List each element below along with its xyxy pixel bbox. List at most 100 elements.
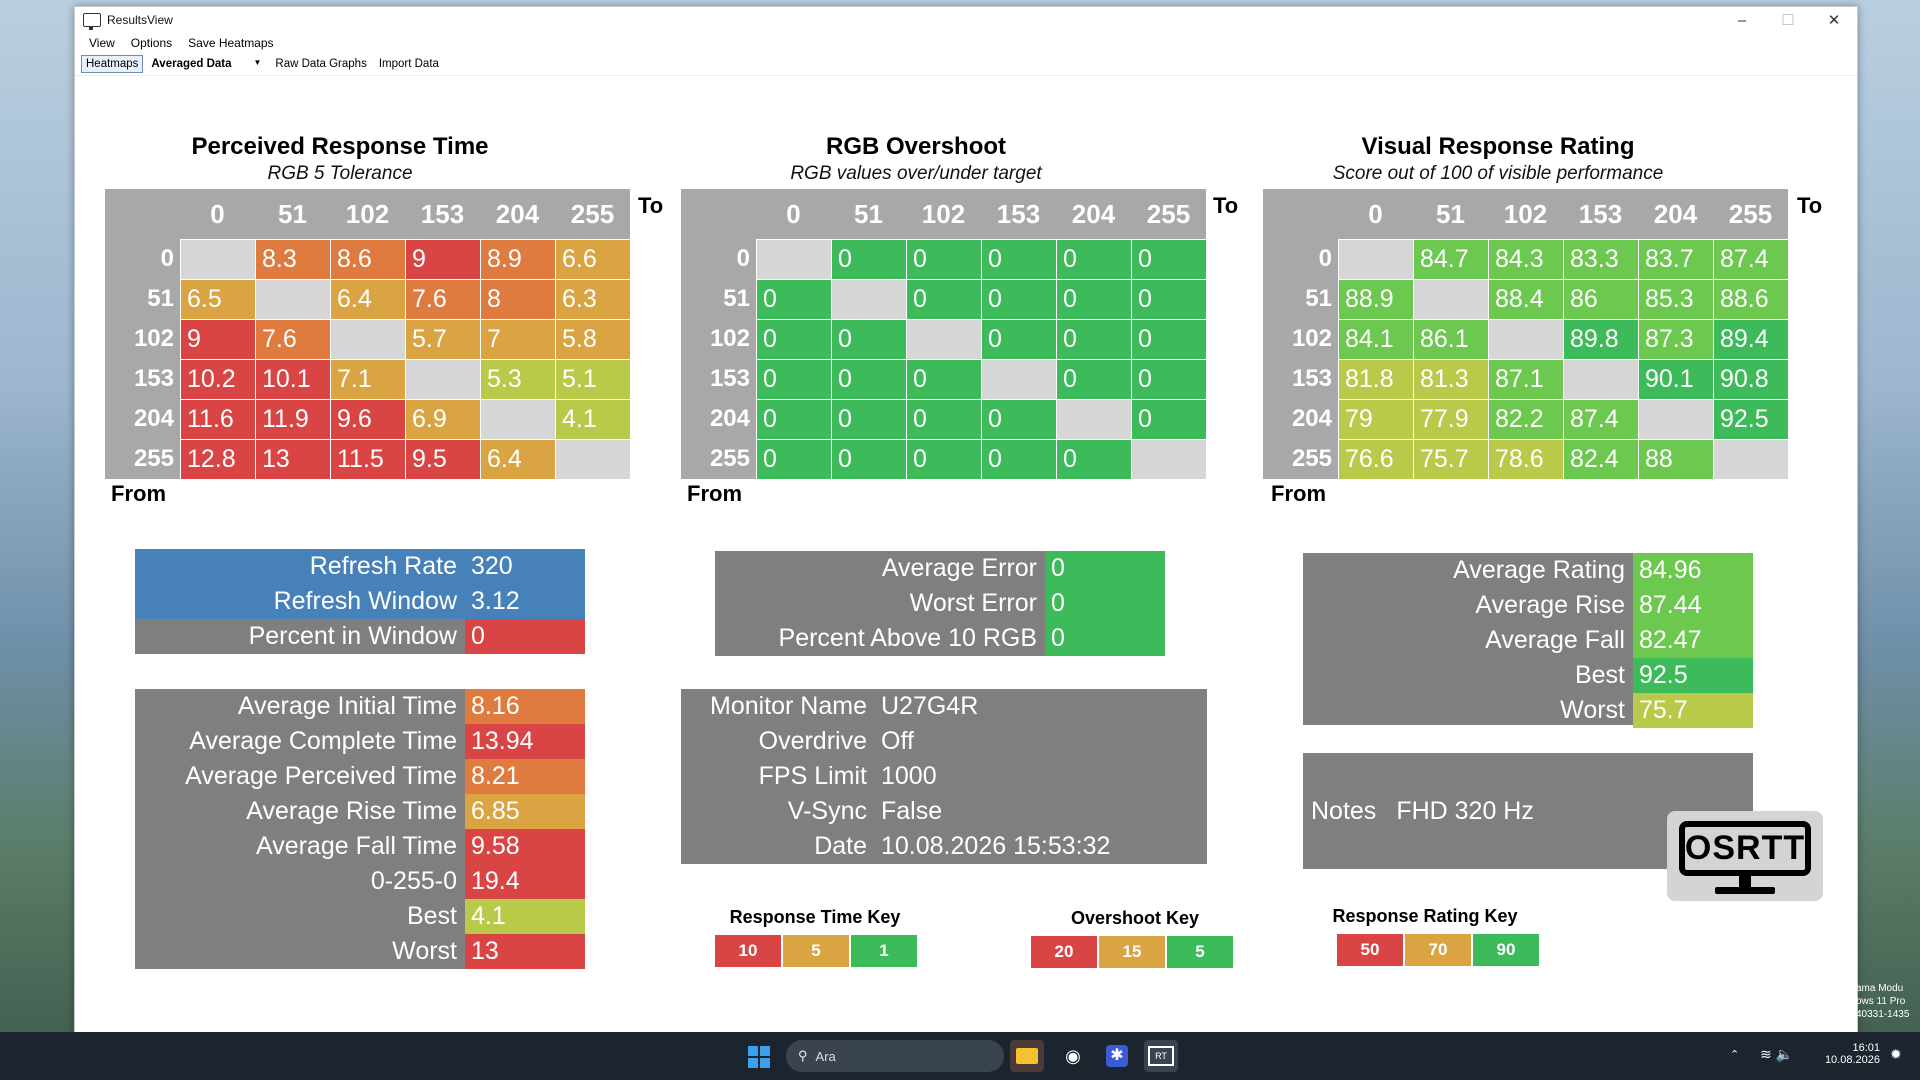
import-data-button[interactable]: Import Data bbox=[378, 58, 439, 70]
heatmap-cell bbox=[1131, 439, 1206, 479]
file-explorer-icon[interactable] bbox=[1010, 1040, 1044, 1072]
close-button[interactable]: ✕ bbox=[1827, 12, 1841, 29]
menu-view[interactable]: View bbox=[89, 36, 115, 50]
heatmap-cell: 0 bbox=[906, 399, 981, 439]
heatmap-cell: 87.4 bbox=[1713, 239, 1788, 279]
raw-data-graphs-button[interactable]: Raw Data Graphs bbox=[275, 58, 367, 70]
minimize-button[interactable]: – bbox=[1737, 11, 1747, 29]
heatmap-cell bbox=[180, 239, 255, 279]
tray-chevron-icon[interactable]: ⌃ bbox=[1730, 1049, 1740, 1061]
heatmaps-button[interactable]: Heatmaps bbox=[81, 55, 144, 73]
stat-row: FPS Limit 1000 bbox=[681, 759, 1207, 794]
heatmap-cell: 82.4 bbox=[1563, 439, 1638, 479]
heatmap-cell: 6.9 bbox=[405, 399, 480, 439]
key-swatch: 1 bbox=[851, 935, 919, 967]
heatmap-cell bbox=[255, 279, 330, 319]
heatmap-cell: 7.1 bbox=[330, 359, 405, 399]
stat-label: Average Perceived Time bbox=[185, 762, 457, 790]
stat-value: 10.08.2026 15:53:32 bbox=[881, 832, 1111, 860]
heatmap-cell: 81.8 bbox=[1338, 359, 1413, 399]
stat-value: 92.5 bbox=[1633, 658, 1753, 693]
tray-clock[interactable]: 16:01 10.08.2026 bbox=[1824, 1042, 1880, 1066]
heatmap-cell: 0 bbox=[756, 439, 831, 479]
stat-value: Off bbox=[881, 727, 914, 755]
menu-options[interactable]: Options bbox=[130, 36, 173, 50]
key-swatch: 90 bbox=[1473, 934, 1541, 966]
stat-row: Average Rise Time 6.85 bbox=[135, 794, 585, 829]
taskbar-search[interactable]: ⚲ Ara bbox=[786, 1040, 1004, 1072]
prt-to-label: To bbox=[638, 193, 664, 218]
col-header: 102 bbox=[921, 198, 966, 229]
row-header: 102 bbox=[1291, 325, 1332, 352]
heatmap-cell: 0 bbox=[831, 439, 906, 479]
heatmap-cell: 9 bbox=[180, 319, 255, 359]
heatmap-cell: 87.1 bbox=[1488, 359, 1563, 399]
heatmap-cell: 88.6 bbox=[1713, 279, 1788, 319]
heatmap-cell bbox=[1488, 319, 1563, 359]
notes-label: Notes bbox=[1311, 796, 1377, 825]
vrr-from-label: From bbox=[1271, 481, 1326, 506]
heatmap-cell: 83.3 bbox=[1563, 239, 1638, 279]
stat-row: Overdrive Off bbox=[681, 724, 1207, 759]
row-header: 0 bbox=[1318, 245, 1332, 272]
heatmap-cell: 0 bbox=[756, 279, 831, 319]
stat-row: Date 10.08.2026 15:53:32 bbox=[681, 829, 1207, 864]
heatmap-cell: 87.3 bbox=[1638, 319, 1713, 359]
key-swatch: 5 bbox=[783, 935, 851, 967]
app-icon bbox=[83, 13, 101, 30]
data-mode-dropdown[interactable]: Averaged Data ▼ bbox=[147, 56, 265, 72]
time-stats-box: Average Initial Time 8.16 Average Complete… bbox=[135, 689, 585, 969]
stat-value: 19.4 bbox=[465, 864, 585, 899]
col-header: 204 bbox=[1653, 198, 1698, 229]
stat-row: Worst 75.7 bbox=[1303, 693, 1753, 728]
heatmap-cell: 8.6 bbox=[330, 239, 405, 279]
taskbar: ⚲ Ara ◉ ✱ RT ⌃ ≋ 🔈 16:01 10.08.2026 ✹ bbox=[0, 1032, 1920, 1080]
heatmap-cell: 81.3 bbox=[1413, 359, 1488, 399]
row-header: 255 bbox=[709, 445, 750, 472]
heatmap-cell: 8.9 bbox=[480, 239, 555, 279]
ovs-title: RGB Overshoot bbox=[825, 133, 1007, 160]
toolbar: Heatmaps Averaged Data ▼ Raw Data Graphs … bbox=[75, 53, 1857, 76]
heatmap-cell: 0 bbox=[1131, 239, 1206, 279]
osrtt-logo: OSRTT bbox=[1667, 811, 1823, 901]
heatmap-cell: 6.3 bbox=[555, 279, 630, 319]
osrtt-taskbar-icon[interactable]: RT bbox=[1144, 1040, 1178, 1072]
stat-value: 8.16 bbox=[465, 689, 585, 724]
col-header: 0 bbox=[1368, 198, 1383, 229]
stat-label: Worst bbox=[1560, 696, 1625, 724]
heatmap-cell: 77.9 bbox=[1413, 399, 1488, 439]
heatmap-cell: 0 bbox=[1056, 359, 1131, 399]
notification-icon[interactable]: ✹ bbox=[1890, 1046, 1902, 1062]
col-header: 255 bbox=[1728, 198, 1773, 229]
vrr-subtitle: Score out of 100 of visible performance bbox=[1332, 163, 1664, 184]
stat-label: Percent Above 10 RGB bbox=[778, 624, 1037, 652]
stat-label: Monitor Name bbox=[710, 692, 867, 720]
overshoot-key-title: Overshoot Key bbox=[1070, 908, 1200, 928]
wifi-icon[interactable]: ≋ 🔈 bbox=[1760, 1046, 1794, 1062]
stat-label: Average Rise bbox=[1475, 591, 1625, 619]
heatmap-cell: 0 bbox=[981, 399, 1056, 439]
heatmap-cell: 0 bbox=[906, 439, 981, 479]
menu-save-heatmaps[interactable]: Save Heatmaps bbox=[188, 36, 274, 50]
heatmap-cell: 85.3 bbox=[1638, 279, 1713, 319]
stat-label: Percent in Window bbox=[248, 622, 457, 650]
heatmap-cell: 6.5 bbox=[180, 279, 255, 319]
heatmap-cell bbox=[1638, 399, 1713, 439]
heatmap-cell: 88 bbox=[1638, 439, 1713, 479]
snowflake-app-icon[interactable]: ✱ bbox=[1100, 1040, 1134, 1072]
heatmap-corner bbox=[105, 189, 180, 239]
start-button[interactable] bbox=[748, 1046, 770, 1068]
search-icon: ⚲ bbox=[798, 1048, 808, 1063]
heatmap-cell: 87.4 bbox=[1563, 399, 1638, 439]
heatmap-cell: 0 bbox=[981, 319, 1056, 359]
heatmap-cell: 5.8 bbox=[555, 319, 630, 359]
heatmap-cell: 0 bbox=[1131, 319, 1206, 359]
heatmap-cell: 0 bbox=[756, 359, 831, 399]
heatmap-cell bbox=[981, 359, 1056, 399]
prt-heatmap: 0 51 102 153 204 255 0 8.3 8.6 9 8.9 6.6 51 6.5 6.4 7.6… bbox=[105, 189, 630, 479]
target-app-icon[interactable]: ◉ bbox=[1065, 1045, 1081, 1066]
heatmap-cell: 79 bbox=[1338, 399, 1413, 439]
notes-value: FHD 320 Hz bbox=[1396, 796, 1534, 825]
maximize-button[interactable]: ☐ bbox=[1781, 12, 1795, 29]
heatmap-cell: 89.8 bbox=[1563, 319, 1638, 359]
